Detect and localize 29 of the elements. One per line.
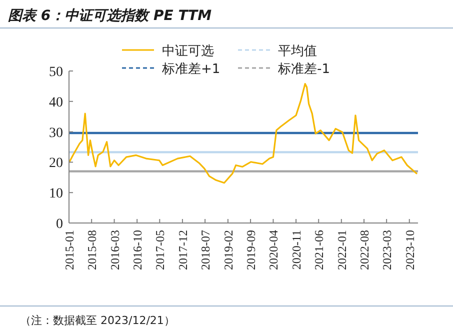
x-tick-label: 2022-01 [334, 230, 349, 270]
x-tick-label: 2017-05 [153, 230, 168, 270]
legend-label: 标准差+1 [161, 62, 220, 77]
x-tick-label: 2018-07 [198, 230, 213, 270]
x-tick-label: 2019-02 [221, 230, 236, 270]
y-tick-label: 10 [49, 186, 63, 202]
y-tick-label: 50 [49, 65, 63, 80]
chart-title: 图表 6：中证可选指数 PE TTM [8, 8, 212, 24]
x-tick-label: 2023-03 [380, 230, 394, 270]
y-tick-label: 30 [49, 126, 63, 141]
x-tick-label: 2016-10 [130, 230, 145, 270]
y-tick-label: 20 [49, 156, 63, 172]
x-tick-label: 2021-06 [312, 230, 326, 270]
legend-label: 中证可选 [162, 44, 214, 59]
x-tick-label: 2022-08 [357, 230, 372, 270]
x-tick-label: 2019-09 [244, 230, 258, 270]
x-tick-label: 2015-01 [62, 230, 76, 270]
x-tick-label: 2023-10 [402, 230, 417, 270]
x-tick-label: 2020-04 [266, 230, 281, 270]
y-tick-label: 0 [56, 217, 63, 232]
y-tick-label: 40 [49, 95, 63, 110]
legend-label: 标准差-1 [277, 62, 330, 77]
x-tick-label: 2020-11 [290, 230, 304, 270]
x-tick-label: 2015-08 [85, 230, 100, 270]
x-tick-label: 2016-03 [108, 230, 122, 270]
line-series [68, 82, 418, 184]
x-tick-label: 2017-12 [176, 230, 190, 270]
legend-label: 平均值 [278, 44, 317, 59]
text: （注：数据截至 2023/12/21） [20, 314, 175, 327]
